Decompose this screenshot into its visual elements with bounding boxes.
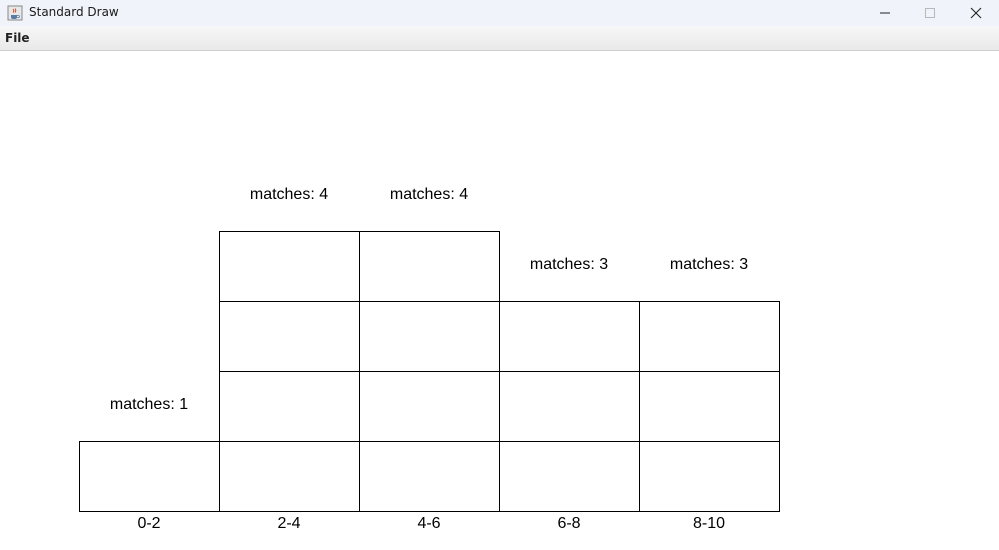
matches-label: matches: 1	[109, 396, 189, 413]
range-label: 6-8	[557, 515, 581, 532]
menu-bar: File	[0, 26, 999, 51]
match-box	[359, 441, 500, 512]
matches-label: matches: 3	[669, 256, 749, 273]
range-label: 4-6	[417, 515, 441, 532]
range-label: 8-10	[692, 515, 726, 532]
maximize-button[interactable]	[907, 0, 953, 26]
maximize-icon	[925, 8, 935, 18]
range-label: 0-2	[137, 515, 161, 532]
minimize-icon	[880, 12, 890, 14]
close-icon	[970, 7, 982, 19]
match-box	[359, 301, 500, 372]
match-box	[499, 301, 640, 372]
match-box	[79, 441, 220, 512]
match-box	[639, 301, 780, 372]
matches-label: matches: 4	[389, 186, 469, 203]
match-box	[359, 231, 500, 302]
match-box	[219, 301, 360, 372]
range-label: 2-4	[277, 515, 301, 532]
match-box	[359, 371, 500, 442]
match-box	[499, 441, 640, 512]
match-box	[219, 231, 360, 302]
title-bar: Standard Draw	[0, 0, 999, 26]
match-box	[219, 371, 360, 442]
menu-file[interactable]: File	[5, 31, 30, 45]
java-cup-icon	[7, 5, 23, 21]
close-button[interactable]	[953, 0, 999, 26]
window-title: Standard Draw	[29, 5, 119, 19]
match-box	[639, 441, 780, 512]
match-box	[499, 371, 640, 442]
matches-label: matches: 3	[529, 256, 609, 273]
minimize-button[interactable]	[862, 0, 908, 26]
match-box	[639, 371, 780, 442]
matches-label: matches: 4	[249, 186, 329, 203]
draw-canvas: matches: 1 0-2 matches: 4 2-4 matches: 4 4-6 m…	[0, 51, 999, 550]
match-box	[219, 441, 360, 512]
